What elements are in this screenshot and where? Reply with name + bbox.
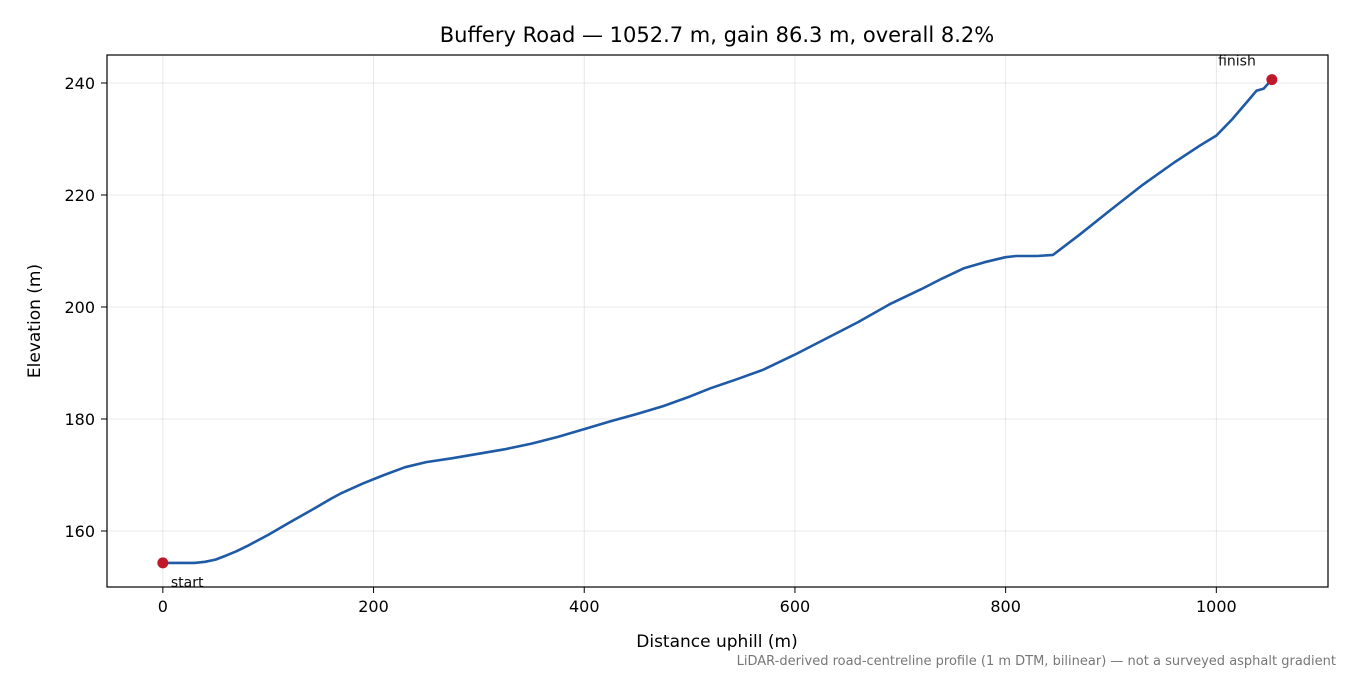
finish-marker (1266, 74, 1278, 86)
chart-title: Buffery Road — 1052.7 m, gain 86.3 m, ov… (440, 23, 995, 47)
y-tick-label: 220 (64, 186, 95, 205)
y-tick-label: 240 (64, 74, 95, 93)
x-tick-label: 600 (780, 597, 811, 616)
axis-ticks: 0 200 400 600 800 1000 160 180 200 220 240 (64, 74, 1236, 616)
marker-layer: start finish (157, 54, 1278, 591)
x-tick-label: 0 (158, 597, 168, 616)
x-tick-label: 200 (358, 597, 389, 616)
x-tick-label: 800 (990, 597, 1021, 616)
grid (107, 55, 1328, 587)
start-marker (157, 557, 169, 569)
plot-frame (106, 54, 1329, 588)
y-axis-label: Elevation (m) (25, 264, 45, 378)
x-tick-label: 400 (569, 597, 600, 616)
y-tick-label: 180 (64, 410, 95, 429)
start-label: start (171, 575, 204, 591)
finish-label: finish (1218, 54, 1256, 70)
x-tick-label: 1000 (1196, 597, 1237, 616)
y-tick-label: 200 (64, 298, 95, 317)
series-layer (161, 78, 1274, 565)
y-tick-label: 160 (64, 522, 95, 541)
elevation-profile-line (161, 78, 1274, 565)
footnote: LiDAR-derived road-centreline profile (1… (737, 654, 1336, 669)
x-axis-label: Distance uphill (m) (636, 632, 797, 652)
